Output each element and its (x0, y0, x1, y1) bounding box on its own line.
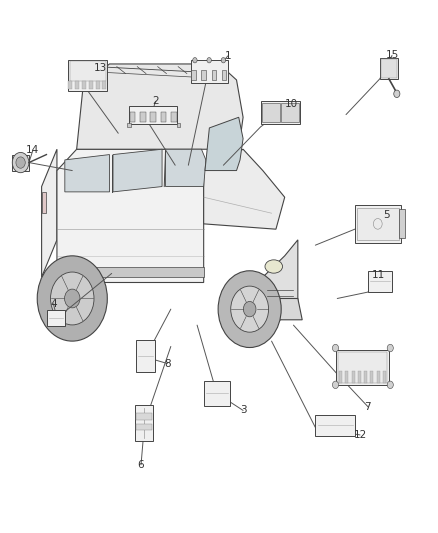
Polygon shape (113, 149, 162, 192)
FancyBboxPatch shape (191, 70, 196, 80)
Text: 3: 3 (240, 406, 247, 415)
Circle shape (221, 58, 226, 63)
FancyBboxPatch shape (261, 101, 300, 124)
Circle shape (244, 302, 256, 317)
Circle shape (218, 271, 281, 348)
FancyBboxPatch shape (102, 82, 106, 89)
Text: 2: 2 (152, 96, 159, 106)
Text: 6: 6 (138, 460, 145, 470)
FancyBboxPatch shape (127, 123, 131, 127)
FancyBboxPatch shape (150, 111, 156, 122)
Text: 11: 11 (371, 270, 385, 280)
Polygon shape (57, 266, 204, 277)
Text: 13: 13 (94, 63, 107, 72)
FancyBboxPatch shape (70, 61, 106, 82)
FancyBboxPatch shape (383, 370, 386, 383)
Circle shape (332, 344, 339, 352)
FancyBboxPatch shape (352, 370, 355, 383)
Text: 1: 1 (224, 51, 231, 61)
FancyBboxPatch shape (129, 106, 177, 124)
FancyBboxPatch shape (136, 413, 152, 419)
FancyBboxPatch shape (357, 208, 399, 240)
Polygon shape (166, 149, 206, 187)
FancyBboxPatch shape (339, 370, 342, 383)
Polygon shape (77, 64, 243, 149)
Text: 12: 12 (353, 430, 367, 440)
FancyBboxPatch shape (364, 370, 367, 383)
Text: 14: 14 (26, 146, 39, 155)
FancyBboxPatch shape (82, 82, 86, 89)
Circle shape (394, 90, 400, 98)
FancyBboxPatch shape (315, 415, 355, 436)
Polygon shape (57, 149, 204, 282)
FancyBboxPatch shape (381, 59, 397, 78)
FancyBboxPatch shape (380, 58, 398, 79)
Polygon shape (205, 117, 243, 171)
FancyBboxPatch shape (12, 155, 29, 171)
FancyBboxPatch shape (370, 370, 373, 383)
Text: 15: 15 (385, 51, 399, 60)
Text: 10: 10 (285, 99, 298, 109)
FancyBboxPatch shape (262, 103, 280, 122)
Text: 5: 5 (383, 211, 390, 220)
FancyBboxPatch shape (160, 111, 166, 122)
Text: 4: 4 (50, 299, 57, 309)
Circle shape (50, 272, 94, 325)
FancyBboxPatch shape (89, 82, 93, 89)
FancyBboxPatch shape (355, 205, 401, 243)
FancyBboxPatch shape (47, 310, 65, 326)
Circle shape (37, 256, 107, 341)
FancyBboxPatch shape (345, 370, 348, 383)
Circle shape (193, 58, 197, 63)
Circle shape (16, 157, 25, 168)
Polygon shape (42, 149, 57, 277)
Circle shape (387, 381, 393, 389)
FancyBboxPatch shape (136, 424, 152, 431)
FancyBboxPatch shape (95, 82, 99, 89)
Polygon shape (42, 192, 46, 213)
FancyBboxPatch shape (135, 405, 153, 441)
FancyBboxPatch shape (338, 352, 387, 383)
Text: 8: 8 (164, 359, 171, 368)
Circle shape (332, 381, 339, 389)
Circle shape (12, 152, 29, 173)
Circle shape (207, 58, 211, 63)
Circle shape (387, 344, 393, 352)
FancyBboxPatch shape (212, 70, 216, 80)
FancyBboxPatch shape (68, 82, 72, 89)
FancyBboxPatch shape (68, 60, 107, 91)
Polygon shape (250, 298, 302, 320)
Ellipse shape (265, 260, 283, 273)
FancyBboxPatch shape (368, 271, 392, 292)
FancyBboxPatch shape (201, 70, 206, 80)
FancyBboxPatch shape (140, 111, 145, 122)
Polygon shape (204, 149, 285, 229)
Polygon shape (263, 240, 298, 320)
FancyBboxPatch shape (75, 82, 79, 89)
Text: 7: 7 (364, 402, 371, 411)
FancyBboxPatch shape (336, 350, 389, 385)
FancyBboxPatch shape (204, 381, 230, 406)
FancyBboxPatch shape (399, 209, 405, 238)
FancyBboxPatch shape (171, 111, 177, 122)
Circle shape (231, 286, 268, 332)
FancyBboxPatch shape (358, 370, 361, 383)
Circle shape (64, 289, 80, 308)
FancyBboxPatch shape (377, 370, 380, 383)
FancyBboxPatch shape (136, 340, 155, 372)
FancyBboxPatch shape (281, 103, 299, 122)
FancyBboxPatch shape (222, 70, 226, 80)
FancyBboxPatch shape (177, 123, 180, 127)
Polygon shape (65, 155, 110, 192)
FancyBboxPatch shape (130, 111, 135, 122)
FancyBboxPatch shape (191, 60, 228, 83)
